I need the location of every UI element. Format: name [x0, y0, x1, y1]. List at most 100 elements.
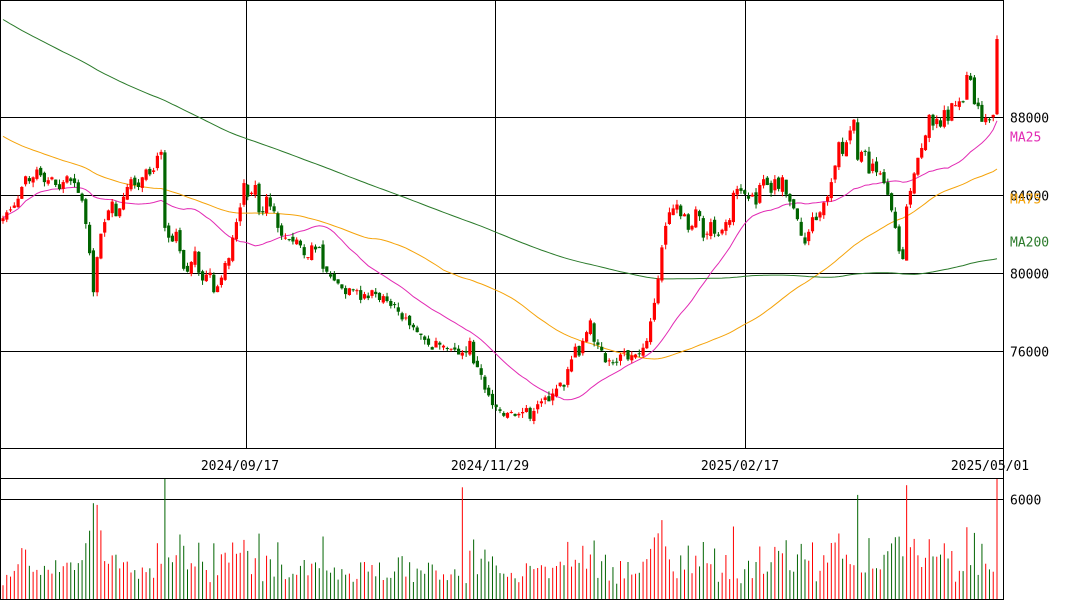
candle-body [615, 361, 619, 363]
candle-body [283, 237, 287, 239]
candle-body [931, 114, 935, 126]
candle-body [950, 103, 954, 121]
candle-body [133, 177, 137, 185]
candle-body [50, 177, 54, 180]
candle-body [724, 222, 728, 231]
candle-body [784, 179, 788, 195]
candle-body [441, 345, 446, 348]
candle-body [735, 188, 739, 195]
candle-body [148, 168, 152, 175]
date-label: 2024/11/29 [451, 459, 529, 474]
candle-body [453, 347, 457, 350]
candle-body [295, 239, 299, 245]
candle-body [679, 205, 683, 217]
candle-body [426, 338, 431, 345]
candle-body [201, 271, 205, 281]
candle-body [856, 122, 860, 160]
candle-body [810, 217, 815, 232]
candle-body [709, 222, 713, 236]
candle-body [803, 237, 807, 244]
candle-body [438, 342, 442, 345]
candle-body [837, 142, 841, 168]
candle-body [204, 274, 208, 282]
candle-body [908, 190, 912, 205]
candle-body [829, 182, 833, 199]
candle-body [253, 185, 257, 195]
candle-body [95, 257, 99, 293]
candle-body [991, 114, 995, 118]
candle-body [125, 187, 129, 200]
candle-body [234, 222, 238, 240]
candle-body [136, 182, 141, 187]
candle-body [935, 118, 939, 125]
candle-body [1, 218, 5, 222]
candle-body [490, 393, 495, 406]
candle-body [216, 286, 220, 293]
candle-body [664, 225, 668, 245]
candle-body [291, 236, 295, 242]
candle-body [483, 376, 487, 390]
candle-body [645, 340, 649, 349]
candle-body [833, 165, 837, 180]
candle-body [562, 384, 566, 387]
candle-body [39, 167, 43, 176]
candle-body [61, 182, 65, 189]
candle-body [42, 172, 46, 183]
candle-body [927, 114, 931, 138]
candle-body [976, 102, 980, 107]
candle-body [957, 101, 961, 107]
candle-body [505, 412, 510, 418]
candle-body [867, 151, 871, 174]
candle-body [430, 347, 434, 350]
candle-body [27, 178, 31, 182]
candle-body [46, 180, 50, 184]
candle-body [961, 101, 965, 103]
candle-body [528, 407, 532, 419]
candle-body [118, 208, 122, 217]
candle-body [475, 360, 479, 368]
candle-body [355, 290, 359, 292]
candle-body [649, 321, 653, 343]
candle-body [893, 211, 897, 228]
candle-body [739, 188, 743, 191]
candle-body [618, 354, 623, 361]
candle-body [626, 350, 630, 360]
candle-body [298, 240, 302, 246]
candle-body [762, 179, 766, 186]
candle-body [35, 169, 39, 179]
candle-body [577, 346, 581, 356]
candle-body [600, 346, 604, 351]
candle-body [110, 201, 114, 214]
candle-body [231, 237, 235, 261]
candle-body [389, 301, 393, 306]
candle-body [219, 277, 223, 285]
candle-body [170, 235, 174, 242]
candle-body [268, 197, 272, 207]
candle-body [539, 401, 543, 404]
candle-body [5, 212, 9, 220]
candle-body [445, 348, 449, 349]
candle-body [193, 251, 197, 265]
candle-body [12, 205, 16, 208]
candle-body [415, 327, 419, 333]
candle-body [411, 324, 415, 328]
price-panel [0, 0, 1004, 449]
candle-body [197, 251, 201, 273]
candle-body [792, 199, 796, 209]
candle-body [374, 291, 378, 295]
candle-body [547, 396, 551, 402]
candle-body [393, 304, 397, 306]
candle-body [799, 221, 803, 236]
candle-body [694, 209, 698, 228]
candle-body [449, 348, 453, 350]
candle-body [227, 258, 231, 266]
candle-body [536, 404, 540, 410]
candle-body [340, 284, 344, 289]
price-tick-label: 76000 [1010, 346, 1049, 361]
candle-body [554, 388, 559, 397]
candle-body [807, 231, 811, 242]
volume-panel [0, 478, 1004, 600]
candle-body [826, 196, 830, 202]
candle-body [750, 194, 754, 197]
candle-body [671, 208, 675, 216]
